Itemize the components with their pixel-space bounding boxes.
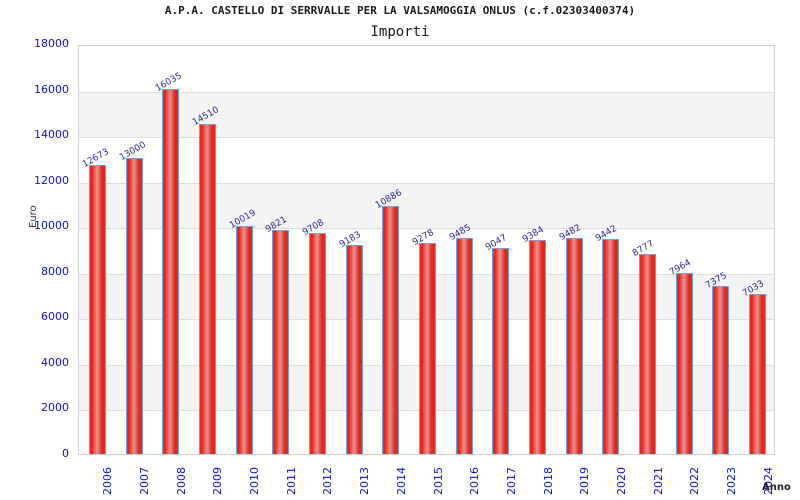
bar[interactable] — [308, 232, 326, 454]
x-axis-tick-label: 2007 — [138, 467, 152, 495]
y-axis-tick-label: 6000 — [41, 310, 69, 324]
gridline — [79, 137, 774, 139]
chart-subtitle: Importi — [370, 24, 430, 40]
x-axis-tick-label: 2006 — [101, 467, 115, 495]
bar[interactable] — [712, 286, 730, 454]
x-axis-tick-label: 2021 — [651, 467, 665, 495]
background-band — [79, 91, 774, 138]
bar[interactable] — [492, 247, 510, 454]
bar[interactable] — [198, 123, 216, 454]
x-axis-tick-label: 2010 — [248, 467, 262, 495]
bar[interactable] — [272, 230, 290, 454]
x-axis-tick-label: 2016 — [468, 467, 482, 495]
y-axis-tick-label: 0 — [62, 447, 69, 460]
bar[interactable] — [455, 237, 473, 454]
bar[interactable] — [639, 254, 657, 454]
x-axis-label: Anno — [762, 482, 791, 493]
x-axis-tick-label: 2012 — [321, 467, 335, 495]
y-axis-tick-label: 8000 — [41, 264, 69, 278]
gridline — [79, 228, 774, 230]
bar[interactable] — [345, 244, 363, 454]
y-axis-tick-label: 18000 — [34, 37, 69, 50]
x-axis-tick-label: 2017 — [504, 467, 518, 495]
x-axis-tick-label: 2023 — [724, 467, 738, 495]
chart-title: A.P.A. CASTELLO DI SERRVALLE PER LA VALS… — [164, 4, 636, 17]
bar[interactable] — [162, 88, 180, 454]
x-axis-tick-label: 2019 — [578, 467, 592, 495]
plot-area — [78, 45, 775, 455]
y-axis-tick-label: 10000 — [34, 219, 69, 233]
bar[interactable] — [88, 165, 106, 454]
bar[interactable] — [749, 293, 767, 454]
bar[interactable] — [565, 238, 583, 454]
gridline — [79, 182, 774, 184]
background-band — [79, 182, 774, 229]
y-axis-tick-label: 2000 — [41, 401, 69, 415]
bar[interactable] — [125, 157, 143, 454]
y-axis-tick-label: 14000 — [34, 128, 69, 142]
bar[interactable] — [382, 206, 400, 454]
y-axis-tick-label: 16000 — [34, 82, 69, 96]
x-axis-tick-label: 2013 — [358, 467, 372, 495]
bar[interactable] — [675, 272, 693, 454]
x-axis-tick-label: 2018 — [541, 467, 555, 495]
y-axis-tick-label: 12000 — [34, 173, 69, 187]
x-axis-tick-label: 2009 — [211, 467, 225, 495]
x-axis-tick-label: 2015 — [431, 467, 445, 495]
x-axis-tick-label: 2014 — [394, 467, 408, 495]
x-axis-tick-label: 2008 — [174, 467, 188, 495]
bar[interactable] — [419, 242, 436, 454]
bar[interactable] — [235, 225, 253, 454]
x-axis-tick-label: 2022 — [688, 467, 702, 495]
bar[interactable] — [602, 238, 620, 454]
x-axis-tick-label: 2011 — [284, 467, 298, 495]
x-axis-tick-label: 2020 — [614, 467, 628, 495]
y-axis-tick-label: 4000 — [41, 355, 69, 369]
bar[interactable] — [529, 240, 547, 454]
gridline — [79, 91, 774, 93]
